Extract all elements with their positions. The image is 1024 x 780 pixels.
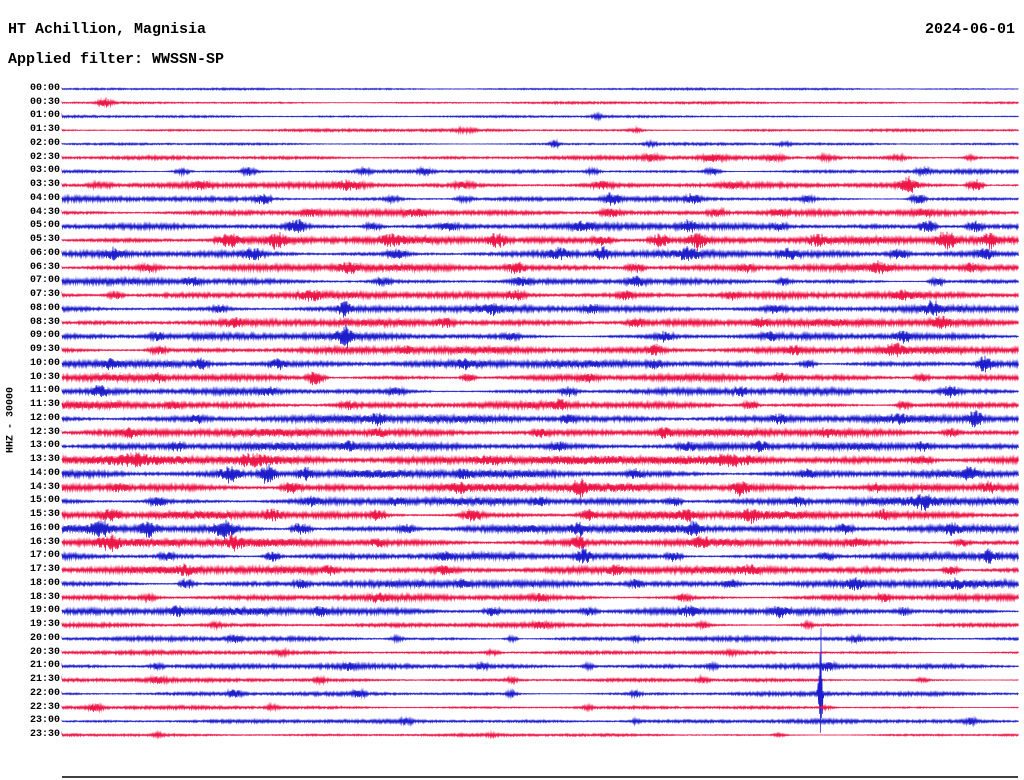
- date-label: 2024-06-01: [924, 21, 1015, 38]
- time-label: 11:30: [29, 399, 60, 411]
- time-label: 22:30: [29, 701, 60, 713]
- time-label: 23:00: [29, 715, 60, 727]
- time-label: 14:00: [29, 467, 60, 479]
- time-label: 08:30: [29, 316, 60, 328]
- time-label: 09:00: [29, 330, 60, 342]
- time-label: 09:30: [29, 344, 60, 356]
- time-label: 08:00: [29, 302, 60, 314]
- time-label: 02:00: [29, 137, 60, 149]
- time-label: 16:30: [29, 536, 60, 548]
- time-label: 06:00: [29, 247, 60, 259]
- time-label: 13:30: [29, 454, 60, 466]
- time-label: 03:30: [29, 179, 60, 191]
- time-label: 02:30: [29, 151, 60, 163]
- time-label: 07:00: [29, 275, 60, 287]
- time-label: 17:30: [29, 564, 60, 576]
- time-label: 22:00: [29, 687, 60, 699]
- time-label: 12:00: [29, 412, 60, 424]
- time-label: 19:30: [29, 619, 60, 631]
- time-label: 07:30: [29, 289, 60, 301]
- time-label: 12:30: [29, 426, 60, 438]
- time-label: 23:30: [29, 729, 60, 740]
- time-label: 13:00: [29, 440, 60, 452]
- station-title: HT Achillion, Magnisia: [8, 21, 207, 38]
- time-label: 01:30: [29, 124, 60, 136]
- time-label: 04:00: [29, 192, 60, 204]
- time-label: 00:00: [29, 83, 60, 94]
- channel-scale-label: HHZ - 30000: [5, 386, 17, 454]
- time-label: 14:30: [29, 481, 60, 493]
- time-label: 05:00: [29, 220, 60, 232]
- time-label: 19:00: [29, 605, 60, 617]
- time-label: 01:00: [29, 110, 60, 122]
- time-label: 17:00: [29, 550, 60, 562]
- time-label: 21:00: [29, 660, 60, 672]
- time-label: 10:30: [29, 371, 60, 383]
- time-label: 15:30: [29, 509, 60, 521]
- time-label: 18:30: [29, 591, 60, 603]
- time-label: 11:00: [29, 385, 60, 397]
- time-label: 06:30: [29, 261, 60, 273]
- time-label: 18:00: [29, 577, 60, 589]
- time-label: 05:30: [29, 234, 60, 246]
- time-label: 21:30: [29, 674, 60, 686]
- time-label: 04:30: [29, 206, 60, 218]
- time-label: 20:30: [29, 646, 60, 658]
- filter-label: Applied filter: WWSSN-SP: [8, 51, 225, 68]
- time-label: 03:00: [29, 165, 60, 177]
- time-label: 00:30: [29, 96, 60, 108]
- time-label: 16:00: [29, 522, 60, 534]
- time-label: 10:00: [29, 357, 60, 369]
- time-label: 15:00: [29, 495, 60, 507]
- time-label: 20:00: [29, 632, 60, 644]
